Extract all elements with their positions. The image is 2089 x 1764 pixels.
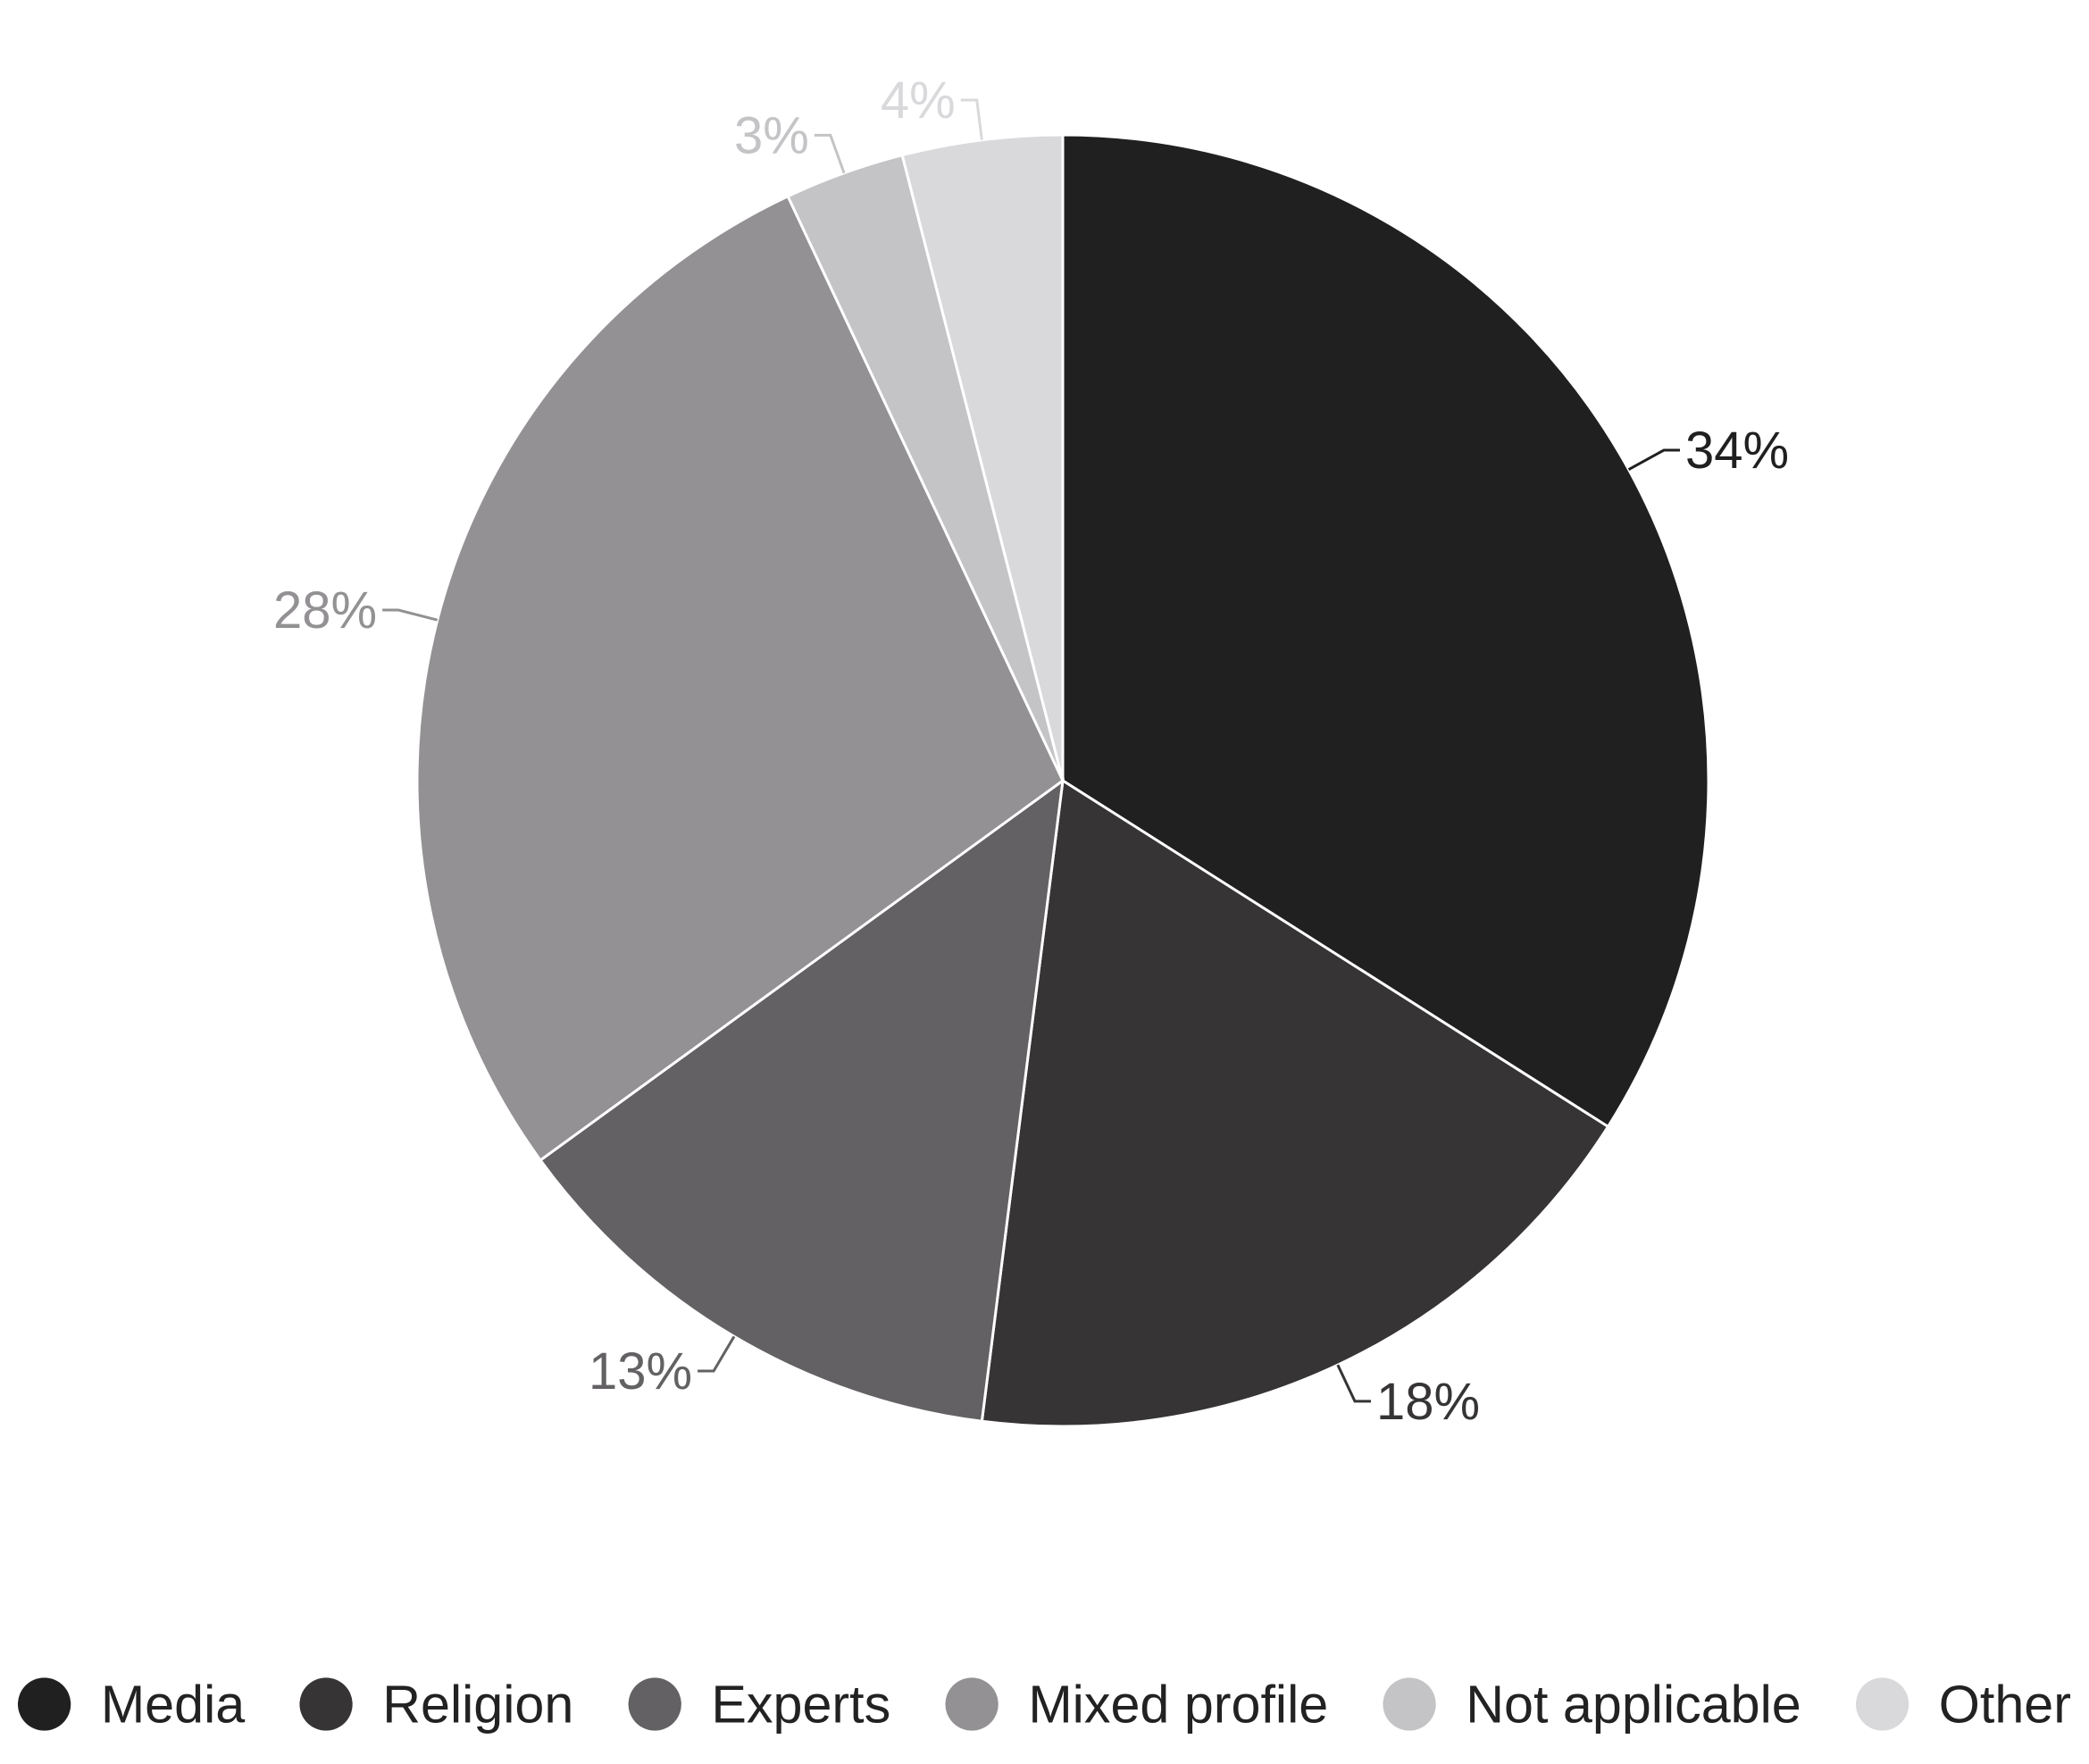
legend-swatch-media xyxy=(18,1677,71,1731)
legend-swatch-other xyxy=(1855,1677,1909,1731)
legend-label-experts: Experts xyxy=(711,1675,890,1735)
legend: Media Religion Experts Mixed profile Not app… xyxy=(18,1675,2071,1735)
pie-slices xyxy=(415,133,1710,1428)
legend-label-not-applicable: Not applicable xyxy=(1466,1675,1801,1735)
pie-slice-other xyxy=(900,133,1065,782)
legend-swatch-experts xyxy=(628,1677,681,1731)
pie-slice-experts xyxy=(538,777,1065,1423)
leader-line-media xyxy=(1627,448,1681,472)
slice-label-experts: 13% xyxy=(589,1342,692,1400)
slice-label-religion: 18% xyxy=(1376,1373,1480,1431)
slice-label-not-applicable: 3% xyxy=(734,106,809,164)
legend-swatch-mixed-profile xyxy=(945,1677,999,1731)
leader-line-not-applicable xyxy=(814,133,846,174)
pie-slice-mixed-profile xyxy=(415,194,1065,1163)
legend-item-not-applicable: Not applicable xyxy=(1383,1675,1801,1735)
leader-line-mixed-profile xyxy=(382,608,439,622)
slice-label-other: 4% xyxy=(881,71,956,130)
legend-item-mixed-profile: Mixed profile xyxy=(945,1675,1328,1735)
pie-slice-religion xyxy=(980,778,1610,1428)
slice-label-mixed-profile: 28% xyxy=(273,581,377,640)
leader-line-other xyxy=(960,98,983,140)
legend-item-experts: Experts xyxy=(628,1675,890,1735)
slice-label-media: 34% xyxy=(1685,422,1789,480)
legend-label-media: Media xyxy=(101,1675,245,1735)
legend-label-other: Other xyxy=(1939,1675,2071,1735)
slice-labels: 34% 18% 13% 28% 3% 4% xyxy=(273,71,1789,1431)
pie-slice-media xyxy=(1061,133,1710,1129)
legend-label-mixed-profile: Mixed profile xyxy=(1028,1675,1328,1735)
legend-swatch-not-applicable xyxy=(1383,1677,1436,1731)
legend-label-religion: Religion xyxy=(382,1675,573,1735)
legend-item-religion: Religion xyxy=(299,1675,573,1735)
legend-swatch-religion xyxy=(299,1677,353,1731)
legend-item-media: Media xyxy=(18,1675,245,1735)
leader-line-experts xyxy=(698,1335,736,1373)
leader-line-religion xyxy=(1336,1364,1371,1403)
legend-item-other: Other xyxy=(1855,1675,2071,1735)
